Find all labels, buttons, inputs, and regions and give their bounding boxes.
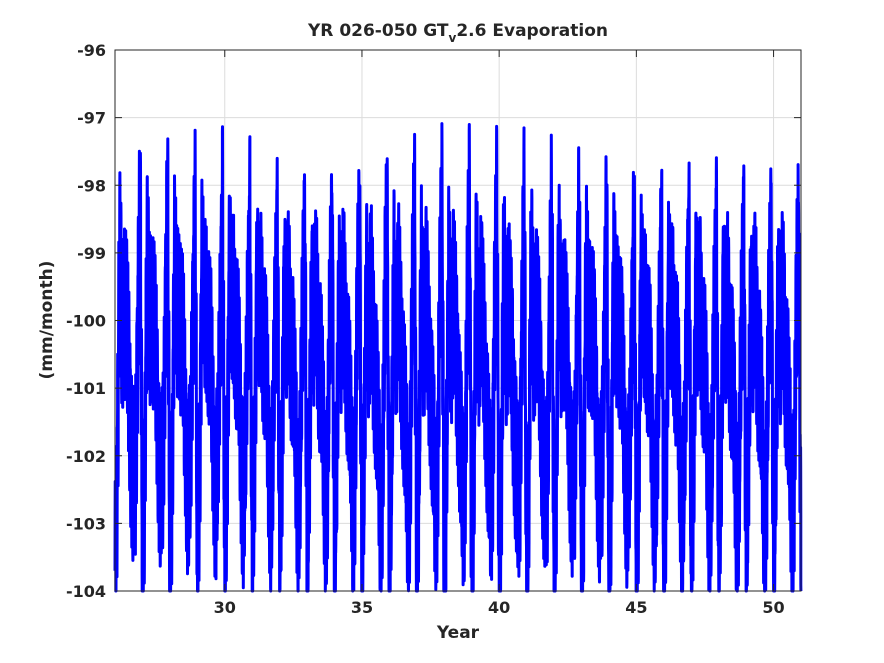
y-tick-label: -96 xyxy=(77,41,106,60)
x-tick-label: 50 xyxy=(762,598,784,617)
tick-marks xyxy=(115,49,801,592)
x-tick-label: 30 xyxy=(214,598,236,617)
y-tick-label: -103 xyxy=(66,514,106,533)
series-line xyxy=(113,122,803,593)
y-tick-label: -99 xyxy=(77,244,106,263)
chart-title-subscript: v xyxy=(449,31,457,45)
chart-title-rest: 2.6 Evaporation xyxy=(456,21,608,41)
x-tick-labels: 30 35 40 45 50 xyxy=(214,598,785,617)
chart-title-main: YR 026-050 GT xyxy=(307,21,449,41)
y-tick-label: -98 xyxy=(77,176,106,195)
y-axis-label: (mm/month) xyxy=(37,261,57,380)
y-tick-label: -101 xyxy=(66,379,106,398)
x-tick-label: 40 xyxy=(488,598,510,617)
x-axis-label: Year xyxy=(436,623,480,643)
x-tick-label: 45 xyxy=(625,598,647,617)
y-tick-label: -102 xyxy=(66,447,106,466)
x-tick-label: 35 xyxy=(351,598,373,617)
series-layer xyxy=(113,122,803,593)
y-tick-label: -97 xyxy=(77,109,106,128)
y-tick-label: -100 xyxy=(66,312,106,331)
y-tick-labels: -96 -97 -98 -99 -100 -101 -102 -103 -104 xyxy=(66,41,106,601)
y-tick-label: -104 xyxy=(66,582,106,601)
chart-title: YR 026-050 GTv2.6 Evaporation xyxy=(307,21,608,45)
